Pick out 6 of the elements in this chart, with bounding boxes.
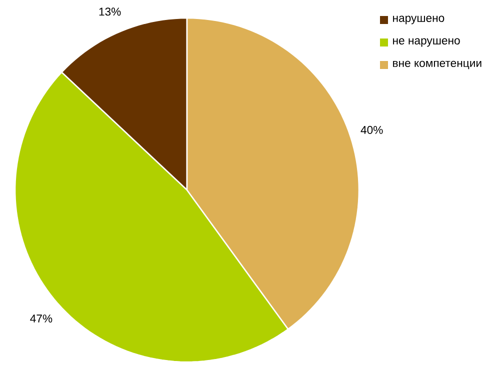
legend-label: не нарушено — [393, 38, 460, 47]
legend-label: вне компетенции — [393, 60, 482, 70]
data-label: 47% — [30, 314, 52, 322]
data-label: 40% — [360, 126, 383, 134]
data-label: 13% — [99, 8, 121, 16]
legend-label: нарушено — [393, 16, 444, 24]
